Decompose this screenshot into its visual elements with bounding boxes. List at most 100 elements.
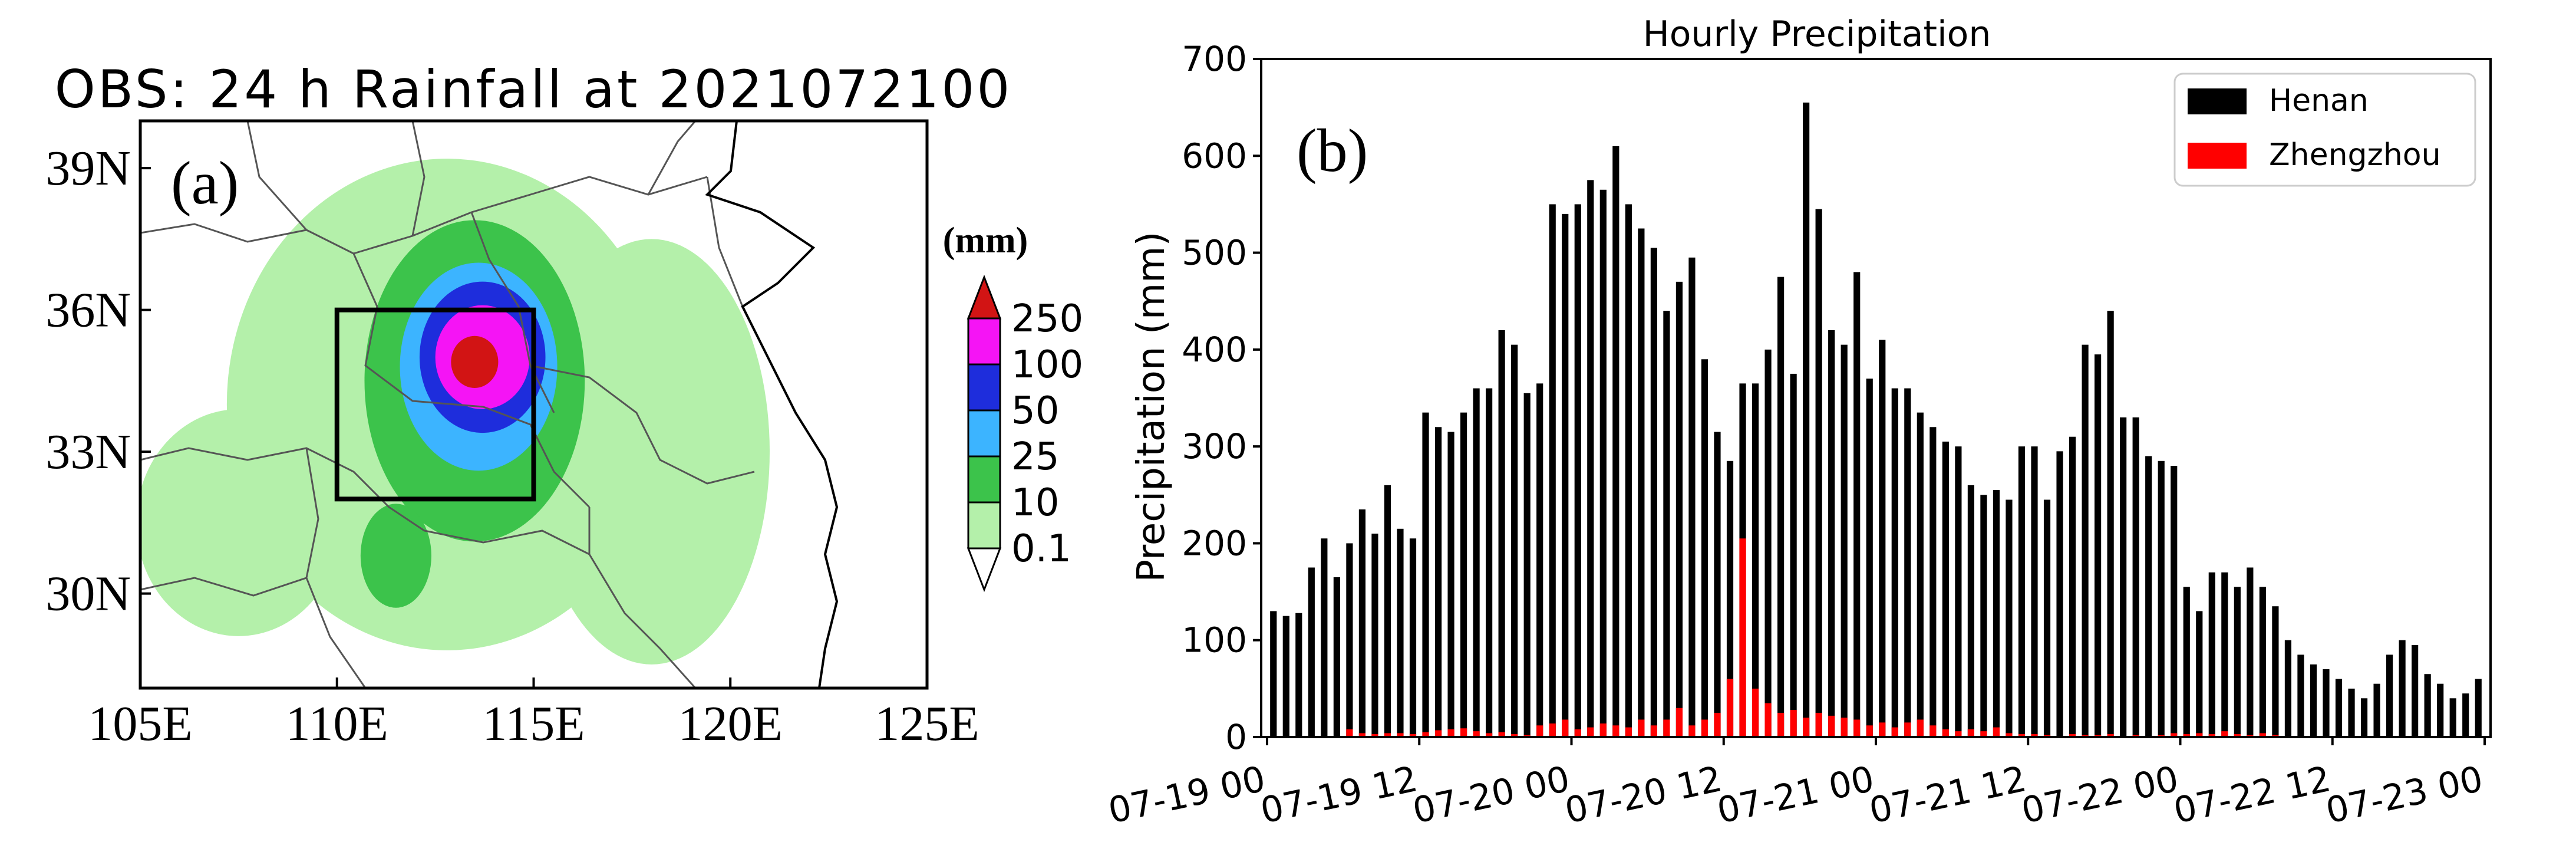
colorbar-units: (mm) xyxy=(943,221,1028,261)
colorbar-label: 25 xyxy=(1011,435,1059,479)
zhengzhou-bar xyxy=(1511,734,1518,737)
rain-region-0-1-1 xyxy=(140,409,341,636)
henan-bar xyxy=(1422,412,1429,737)
henan-bar xyxy=(1638,228,1645,737)
zhengzhou-bar xyxy=(2006,733,2013,737)
zhengzhou-bar xyxy=(1384,733,1391,737)
henan-bar xyxy=(2234,587,2241,737)
henan-bar xyxy=(1980,495,1987,737)
henan-bar xyxy=(2360,698,2368,737)
zhengzhou-bar xyxy=(1409,734,1417,737)
henan-bar xyxy=(2462,693,2469,737)
henan-bar xyxy=(2183,587,2190,737)
henan-bar xyxy=(1549,204,1556,737)
zhengzhou-bar xyxy=(1815,712,1822,737)
henan-bar xyxy=(1663,311,1670,737)
henan-bar xyxy=(2069,436,2076,737)
zhengzhou-bar xyxy=(1904,722,1911,737)
henan-bar xyxy=(2335,679,2343,737)
henan-bar xyxy=(2095,354,2102,737)
henan-bar xyxy=(1599,189,1607,737)
henan-bar xyxy=(2132,417,2139,737)
zhengzhou-bar xyxy=(1764,703,1772,737)
zhengzhou-bar xyxy=(1980,731,1987,737)
zhengzhou-bar xyxy=(1688,725,1696,737)
zhengzhou-bar xyxy=(1638,719,1645,737)
zhengzhou-bar xyxy=(1879,722,1886,737)
henan-bar xyxy=(1777,277,1785,738)
henan-bar xyxy=(1701,359,1708,737)
coastline xyxy=(705,121,839,688)
colorbar-label: 10 xyxy=(1011,481,1059,525)
bar-x-tick-label: 07-22 12 xyxy=(2170,758,2334,832)
henan-bar xyxy=(2171,466,2178,737)
bar-x-tick-label: 07-23 00 xyxy=(2323,758,2486,832)
henan-bar xyxy=(2373,683,2380,737)
henan-bar xyxy=(2424,674,2431,737)
henan-bars xyxy=(1270,102,2482,738)
henan-bar xyxy=(2297,654,2304,737)
henan-bar xyxy=(1371,534,1378,737)
henan-bar xyxy=(1688,257,1696,737)
bar-x-tick-label: 07-19 00 xyxy=(1105,758,1269,832)
zhengzhou-bar xyxy=(1358,733,1366,737)
zhengzhou-bar xyxy=(1371,734,1378,737)
rainfall-map-panel: OBS: 24 h Rainfall at 2021072100 (a) 105… xyxy=(45,59,1083,751)
colorbar-segment xyxy=(967,363,1001,412)
zhengzhou-bar xyxy=(1663,719,1670,737)
bar-y-tick-label: 0 xyxy=(1225,717,1247,757)
henan-bar xyxy=(1346,543,1353,737)
zhengzhou-bar xyxy=(1841,718,1848,737)
colorbar-label: 250 xyxy=(1011,297,1083,341)
henan-bar xyxy=(1891,388,1898,737)
hourly-precipitation-panel: Hourly Precipitation Precipitation (mm) … xyxy=(1105,14,2492,832)
henan-bar xyxy=(1574,204,1581,737)
bar-x-tick-label: 07-20 00 xyxy=(1409,758,1573,832)
bar-x-tick-label: 07-22 00 xyxy=(2018,758,2182,832)
colorbar-segment xyxy=(967,317,1001,366)
zhengzhou-bar xyxy=(2171,733,2178,737)
bar-y-tick-label: 700 xyxy=(1182,39,1247,79)
bar-chart-title: Hourly Precipitation xyxy=(1643,14,1991,55)
zhengzhou-bar xyxy=(1714,712,1721,737)
henan-bar xyxy=(1764,349,1772,737)
map-x-tick-label: 125E xyxy=(875,696,979,751)
henan-bar xyxy=(1942,441,1949,737)
bar-x-tick-label: 07-19 12 xyxy=(1257,758,1421,832)
henan-bar xyxy=(1675,281,1683,737)
henan-bar xyxy=(2449,698,2456,737)
rain-region-250-8 xyxy=(451,336,499,388)
henan-bar xyxy=(1955,446,1962,737)
henan-bar xyxy=(2196,611,2203,737)
zhengzhou-bar xyxy=(1967,729,1975,737)
henan-bar xyxy=(1536,383,1543,737)
bar-y-tick-label: 300 xyxy=(1182,426,1247,466)
colorbar-extend-top xyxy=(967,274,1002,320)
bar-y-tick-label: 100 xyxy=(1182,620,1247,660)
henan-bar xyxy=(2107,311,2114,737)
province-borders xyxy=(140,121,838,688)
henan-bar xyxy=(1384,485,1391,737)
henan-bar xyxy=(2006,499,2013,737)
henan-bar xyxy=(1447,432,1454,737)
henan-bar xyxy=(1460,412,1467,737)
henan-bar xyxy=(1562,213,1569,737)
henan-bar xyxy=(1270,611,1277,737)
map-x-tick-label: 115E xyxy=(482,696,585,751)
zhengzhou-bar xyxy=(2208,734,2215,737)
map-y-axis: 39N 36N 33N 30N xyxy=(45,141,151,621)
zhengzhou-bar xyxy=(2221,731,2228,737)
bar-y-axis: 0 100 200 300 400 500 600 700 xyxy=(1182,39,1261,757)
zhengzhou-bar xyxy=(1422,732,1429,737)
zhengzhou-bar xyxy=(1346,729,1353,737)
zhengzhou-bar xyxy=(1650,725,1657,737)
colorbar-label: 100 xyxy=(1011,343,1083,387)
zhengzhou-bar xyxy=(1777,712,1785,737)
zhengzhou-bar xyxy=(1473,731,1480,737)
henan-bar xyxy=(2259,587,2266,737)
henan-bar xyxy=(2031,446,2038,737)
henan-bar xyxy=(2399,640,2406,737)
henan-bar xyxy=(2158,461,2165,737)
bar-y-tick-label: 500 xyxy=(1182,233,1247,273)
